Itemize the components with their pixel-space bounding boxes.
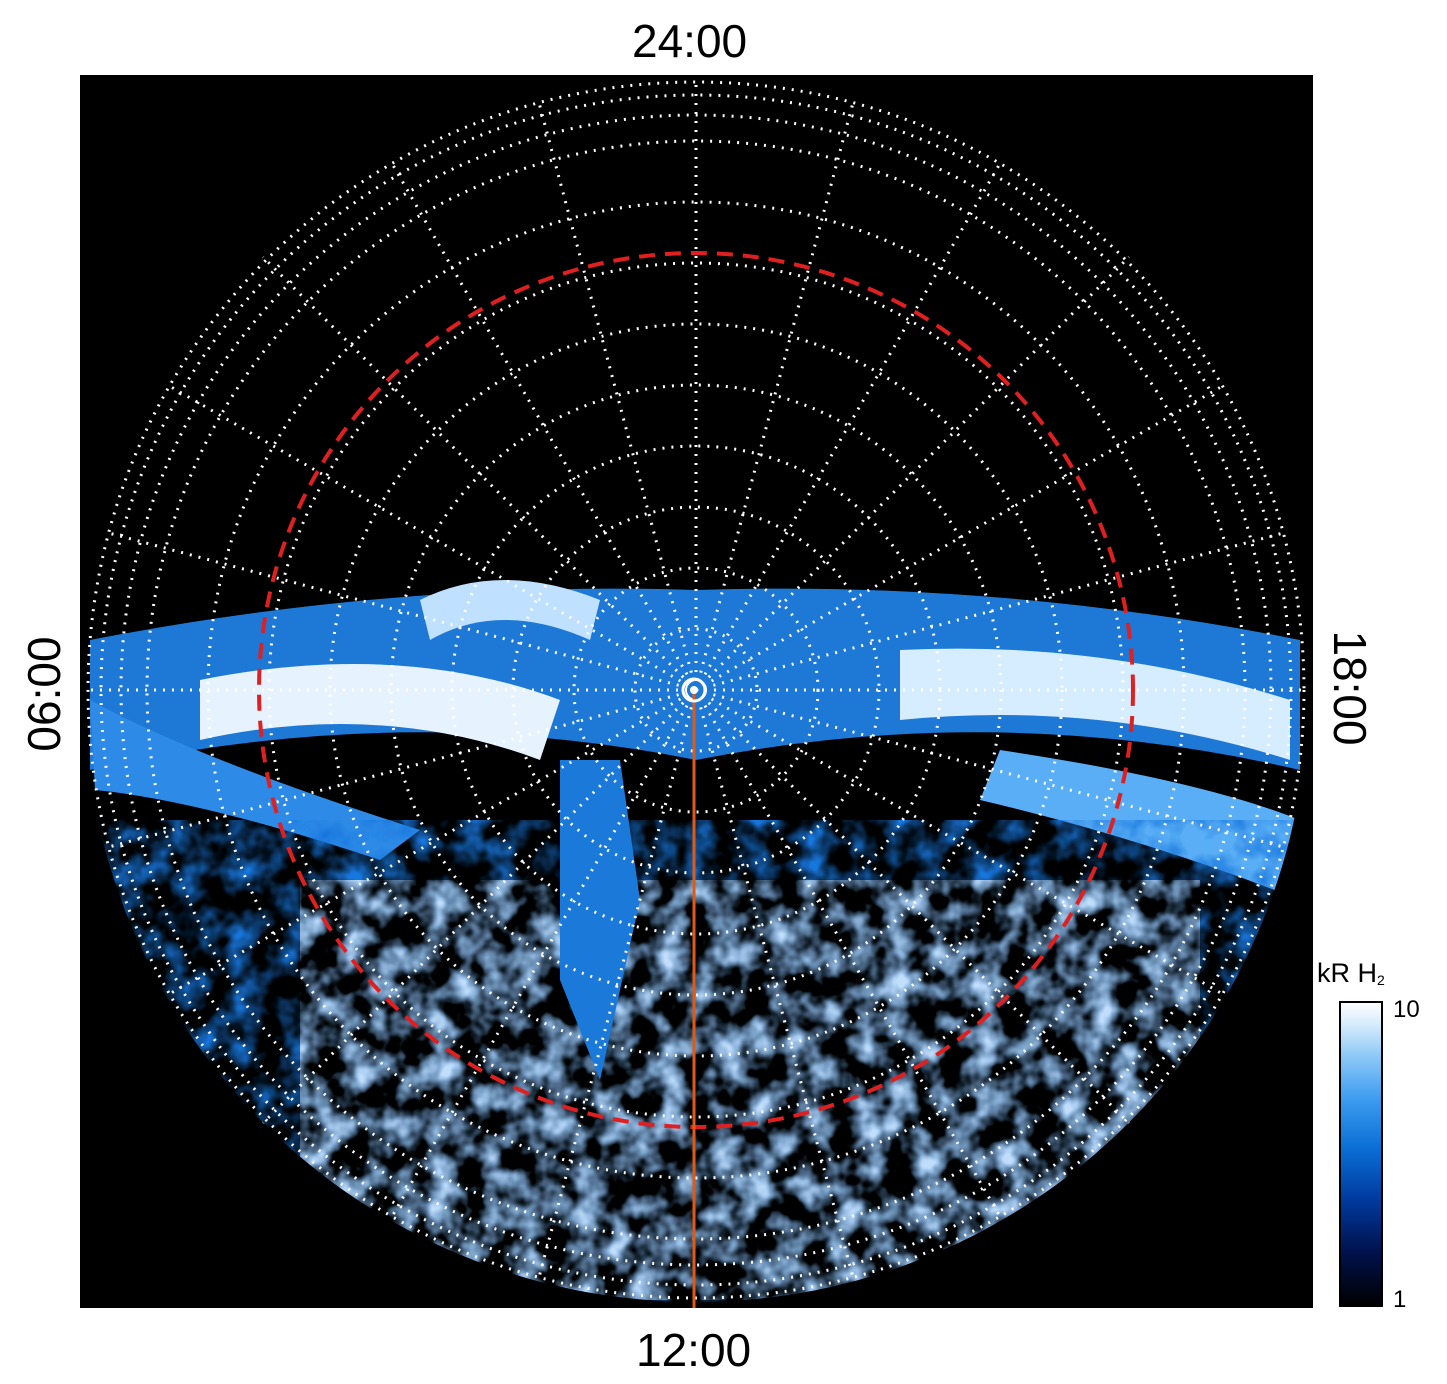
dawn-label: 06:00 <box>18 636 70 752</box>
colorbar-title: kR H2 <box>1317 958 1385 989</box>
colorbar-unit-subscript: 2 <box>1377 972 1385 988</box>
meridian-grid <box>84 78 1308 1282</box>
colorbar-unit: kR H <box>1317 958 1377 988</box>
pole-marker <box>681 677 707 703</box>
noon-label: 12:00 <box>636 1324 752 1376</box>
colorbar <box>1339 1001 1383 1307</box>
midnight-label: 24:00 <box>632 15 748 67</box>
reference-ring <box>257 251 1135 1129</box>
colorbar-max-label: 10 <box>1393 996 1420 1023</box>
colorbar-min-label: 1 <box>1393 1286 1407 1313</box>
dusk-label: 18:00 <box>1324 630 1376 746</box>
